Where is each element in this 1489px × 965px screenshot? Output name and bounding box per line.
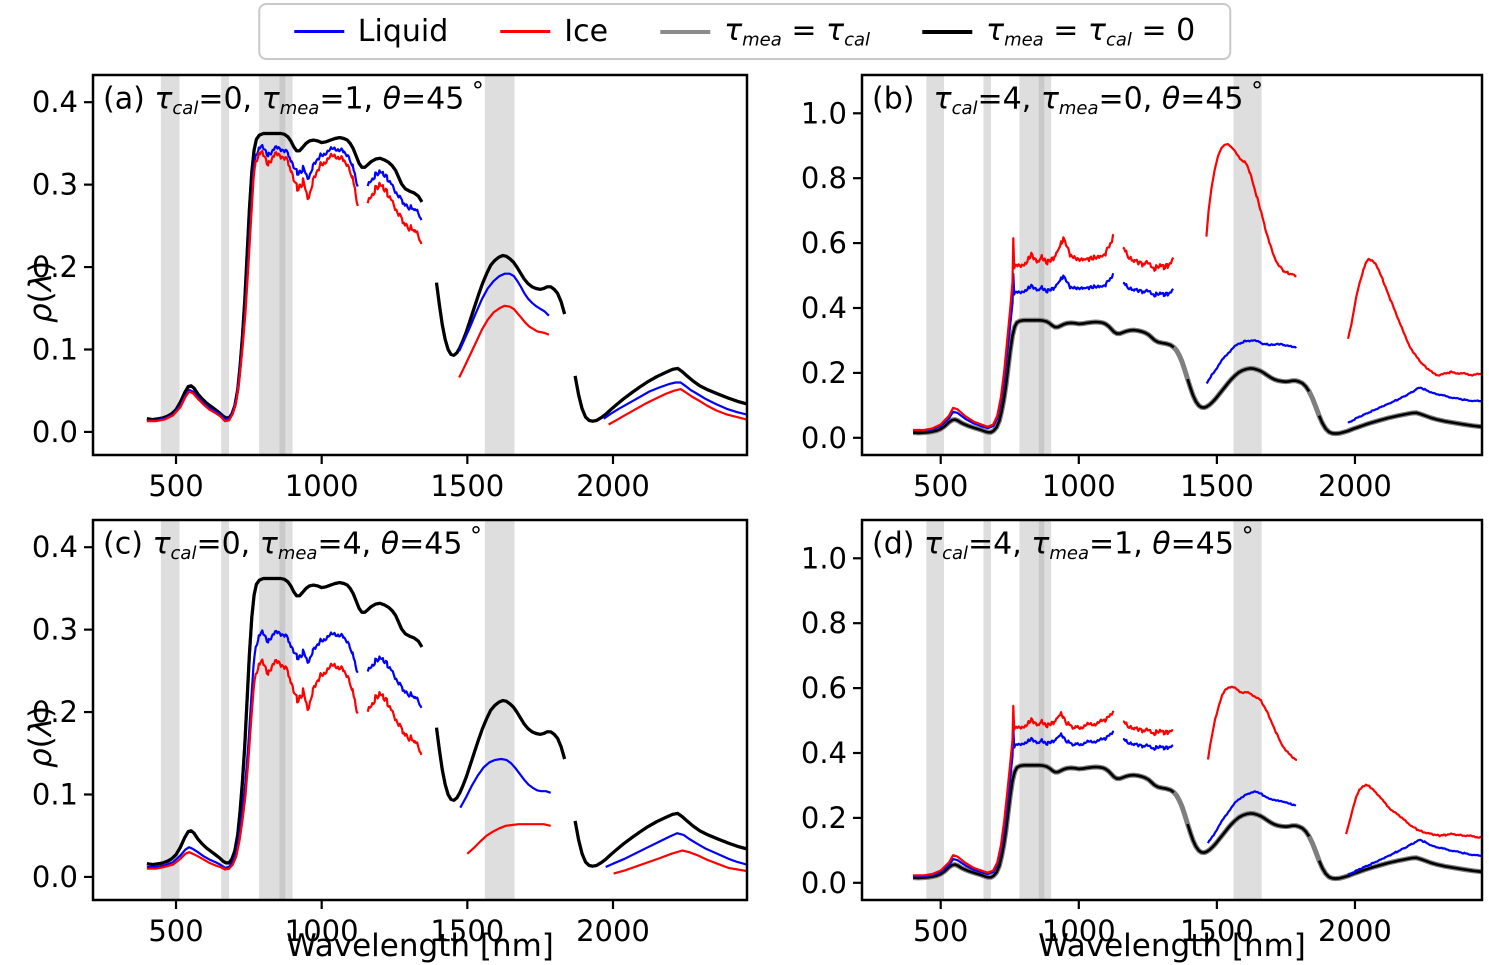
- panel-d-plot: 500 1000 1500 2000 0.0 0.2 0.4 0.6 0.8 1.0: [801, 518, 1484, 948]
- y-tick-label: 0.0: [32, 415, 78, 449]
- panel-c-title: (c) τcal=0, τmea=4, θ=45 °: [103, 522, 483, 564]
- legend-label-tau-equal: τmea = τcal: [724, 13, 870, 51]
- legend-label-liquid: Liquid: [357, 14, 449, 50]
- y-tick-label: 0.6: [801, 226, 847, 260]
- x-tick-label: 500: [148, 469, 203, 503]
- panel-b-title: (b) τcal=4, τmea=0, θ=45 °: [872, 77, 1264, 119]
- legend-item-liquid: Liquid: [293, 14, 449, 50]
- x-tick-label: 1000: [285, 914, 359, 948]
- y-tick-label: 0.1: [32, 777, 78, 811]
- y-tick-label: 0.4: [801, 291, 847, 325]
- panel-a-title: (a) τcal=0, τmea=1, θ=45 °: [103, 77, 484, 119]
- x-tick-label: 1000: [285, 469, 359, 503]
- x-tick-label: 500: [913, 469, 968, 503]
- x-axis-label-left: Wavelength [nm]: [286, 928, 554, 964]
- y-tick-label: 0.6: [801, 671, 847, 705]
- x-tick-label: 2000: [1318, 914, 1392, 948]
- y-tick-label: 0.0: [801, 866, 847, 900]
- x-tick-label: 2000: [576, 469, 650, 503]
- x-tick-label: 1500: [1180, 914, 1254, 948]
- y-tick-label: 0.0: [801, 421, 847, 455]
- ice-line-swatch: [500, 30, 551, 34]
- panel-d: 500 1000 1500 2000 0.0 0.2 0.4 0.6 0.8 1.0 (d) τca…: [801, 518, 1484, 948]
- y-tick-label: 0.3: [32, 168, 78, 202]
- x-axis-label-right: Wavelength [nm]: [1038, 928, 1306, 964]
- tau-equal-line-swatch: [660, 29, 711, 34]
- y-tick-label: 0.2: [32, 695, 78, 729]
- legend-item-tau-zero: τmea = τcal = 0: [922, 13, 1195, 50]
- panel-c-plot: 500 1000 1500 2000 0.0 0.1 0.2 0.3 0.4: [32, 518, 749, 948]
- y-tick-label: 0.8: [801, 606, 847, 640]
- legend: Liquid Ice τmea = τcal τmea = τcal = 0: [257, 3, 1232, 61]
- y-tick-label: 1.0: [801, 541, 847, 575]
- x-tick-label: 1000: [1042, 469, 1116, 503]
- x-tick-label: 1000: [1042, 914, 1116, 948]
- y-tick-label: 0.8: [801, 161, 847, 195]
- x-tick-label: 1500: [1180, 469, 1254, 503]
- tau-zero-line-swatch: [922, 29, 972, 34]
- x-tick-label: 500: [913, 914, 968, 948]
- legend-label-ice: Ice: [564, 14, 609, 50]
- y-tick-label: 0.0: [32, 860, 78, 894]
- liquid-line-swatch: [293, 30, 344, 34]
- panel-b-plot: 500 1000 1500 2000 0.0 0.2 0.4 0.6 0.8 1.0: [801, 73, 1484, 503]
- panel-a-plot: 500 1000 1500 2000 0.0 0.1 0.2 0.3 0.4: [32, 73, 749, 503]
- y-tick-label: 0.3: [32, 613, 78, 647]
- y-tick-label: 0.1: [32, 332, 78, 366]
- panel-d-title: (d) τcal=4, τmea=1, θ=45 °: [872, 522, 1254, 564]
- panel-b: 500 1000 1500 2000 0.0 0.2 0.4 0.6 0.8 1.0 (b) τca…: [801, 73, 1484, 503]
- y-tick-label: 0.2: [801, 356, 847, 390]
- x-tick-label: 1500: [430, 914, 504, 948]
- y-tick-label: 0.4: [32, 85, 78, 119]
- y-tick-label: 0.4: [801, 736, 847, 770]
- x-tick-label: 2000: [576, 914, 650, 948]
- x-tick-label: 2000: [1318, 469, 1392, 503]
- y-tick-label: 1.0: [801, 96, 847, 130]
- y-tick-label: 0.2: [32, 250, 78, 284]
- panel-c: 500 1000 1500 2000 0.0 0.1 0.2 0.3 0.4 (c) τcal=0…: [32, 518, 749, 948]
- y-tick-label: 0.2: [801, 801, 847, 835]
- legend-item-tau-equal: τmea = τcal: [660, 13, 870, 50]
- y-tick-label: 0.4: [32, 530, 78, 564]
- legend-item-ice: Ice: [500, 14, 608, 49]
- legend-label-tau-zero: τmea = τcal = 0: [986, 13, 1196, 51]
- panel-a: 500 1000 1500 2000 0.0 0.1 0.2 0.3 0.4 (a) τcal=0…: [32, 73, 749, 503]
- x-tick-label: 500: [148, 914, 203, 948]
- x-tick-label: 1500: [430, 469, 504, 503]
